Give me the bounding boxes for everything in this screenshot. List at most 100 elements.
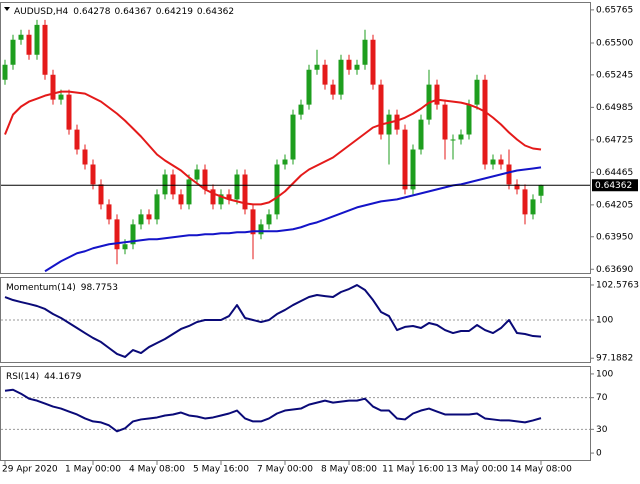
y-tick-label: 0 — [596, 449, 602, 459]
candle-body — [282, 159, 288, 165]
y-tick-label: 30 — [596, 425, 608, 435]
candle-body — [298, 104, 304, 115]
x-tick-label: 29 Apr 2020 — [2, 465, 58, 475]
candle-body — [10, 39, 16, 65]
candle-body — [82, 149, 88, 165]
price-tag-label: 0.64362 — [595, 181, 632, 191]
candle-body — [98, 184, 104, 205]
y-tick-label: 0.65765 — [596, 5, 633, 15]
candle-body — [498, 159, 504, 165]
candle-body — [218, 194, 224, 205]
candle-body — [530, 199, 536, 215]
y-tick-label: 0.64985 — [596, 103, 633, 113]
candle-body — [90, 164, 96, 185]
candle-body — [162, 174, 168, 195]
candle-body — [346, 59, 352, 70]
indicator-line — [4, 388, 542, 433]
y-tick-label: 0.65500 — [596, 39, 633, 49]
x-tick-label: 13 May 00:00 — [446, 465, 508, 475]
candle-body — [418, 119, 424, 150]
candle-body — [442, 104, 448, 140]
price-header: AUDUSD,H4 0.64278 0.64367 0.64219 0.64362 — [14, 7, 234, 17]
candle-body — [202, 169, 208, 190]
candle-body — [138, 214, 144, 225]
candle-body — [306, 69, 312, 105]
candle-body — [250, 209, 256, 235]
indicator-value: 98.7753 — [81, 283, 118, 293]
candle-body — [378, 84, 384, 135]
y-tick-label: 100 — [596, 369, 613, 379]
candle-body — [114, 219, 120, 250]
candle-body — [234, 174, 240, 200]
candle-body — [482, 79, 488, 165]
candle-body — [370, 39, 376, 85]
candle-body — [506, 164, 512, 185]
candle-body — [50, 74, 56, 100]
close-value: 0.64362 — [197, 7, 234, 17]
open-value: 0.64278 — [73, 7, 110, 17]
y-tick-label: 0.64205 — [596, 200, 633, 210]
candle-body — [330, 84, 336, 95]
candle-body — [178, 194, 184, 205]
candle-body — [258, 224, 264, 235]
x-tick-label: 14 May 08:00 — [510, 465, 572, 475]
price-tag — [592, 179, 638, 192]
candle-body — [314, 64, 320, 70]
high-value: 0.64367 — [114, 7, 151, 17]
low-value: 0.64219 — [156, 7, 193, 17]
y-tick-label: 100 — [596, 316, 613, 326]
candle-body — [2, 64, 8, 80]
indicator-title: RSI(14) — [6, 372, 39, 382]
y-tick-label: 0.64725 — [596, 135, 633, 145]
candle-body — [290, 114, 296, 160]
plot-area — [1, 284, 590, 358]
y-tick-label: 102.5763 — [596, 280, 639, 290]
candle-body — [66, 94, 72, 130]
x-tick-label: 11 May 16:00 — [382, 465, 444, 475]
y-tick-label: 70 — [596, 393, 608, 403]
x-tick-label: 5 May 16:00 — [193, 465, 249, 475]
rsi-panel — [0, 366, 591, 461]
candle-body — [450, 139, 456, 141]
y-tick-label: 97.1882 — [596, 354, 633, 364]
momentum-header: Momentum(14) 98.7753 — [6, 283, 118, 293]
indicator-value: 44.1679 — [44, 372, 81, 382]
y-tick-label: 0.65245 — [596, 70, 633, 80]
candle-body — [322, 64, 328, 85]
candle-body — [538, 185, 544, 196]
plot-area — [1, 388, 590, 433]
candle-body — [466, 104, 472, 135]
indicator-line — [4, 284, 542, 358]
candle-body — [474, 79, 480, 105]
candle-body — [58, 94, 64, 100]
x-tick-label: 4 May 08:00 — [129, 465, 185, 475]
candle-body — [386, 114, 392, 135]
y-tick-label: 0.64465 — [596, 168, 633, 178]
candle-body — [338, 59, 344, 95]
indicator-title: Momentum(14) — [6, 283, 76, 293]
menu-triangle — [4, 7, 10, 11]
candle-body — [514, 184, 520, 190]
candle-body — [106, 204, 112, 220]
indicator-line — [4, 90, 542, 206]
candle-body — [170, 174, 176, 195]
candle-body — [186, 179, 192, 205]
candle-body — [18, 34, 24, 40]
candle-body — [402, 129, 408, 190]
x-tick-label: 7 May 00:00 — [257, 465, 313, 475]
candle-body — [226, 194, 232, 200]
candle-body — [34, 24, 40, 55]
candle-body — [522, 189, 528, 215]
candle-body — [434, 84, 440, 105]
candle-body — [242, 174, 248, 210]
candle-body — [394, 114, 400, 130]
candle-body — [274, 164, 280, 215]
candle-body — [210, 189, 216, 205]
candle-body — [146, 214, 152, 220]
x-tick-label: 8 May 08:00 — [321, 465, 377, 475]
candle-body — [490, 159, 496, 165]
rsi-header: RSI(14) 44.1679 — [6, 372, 82, 382]
